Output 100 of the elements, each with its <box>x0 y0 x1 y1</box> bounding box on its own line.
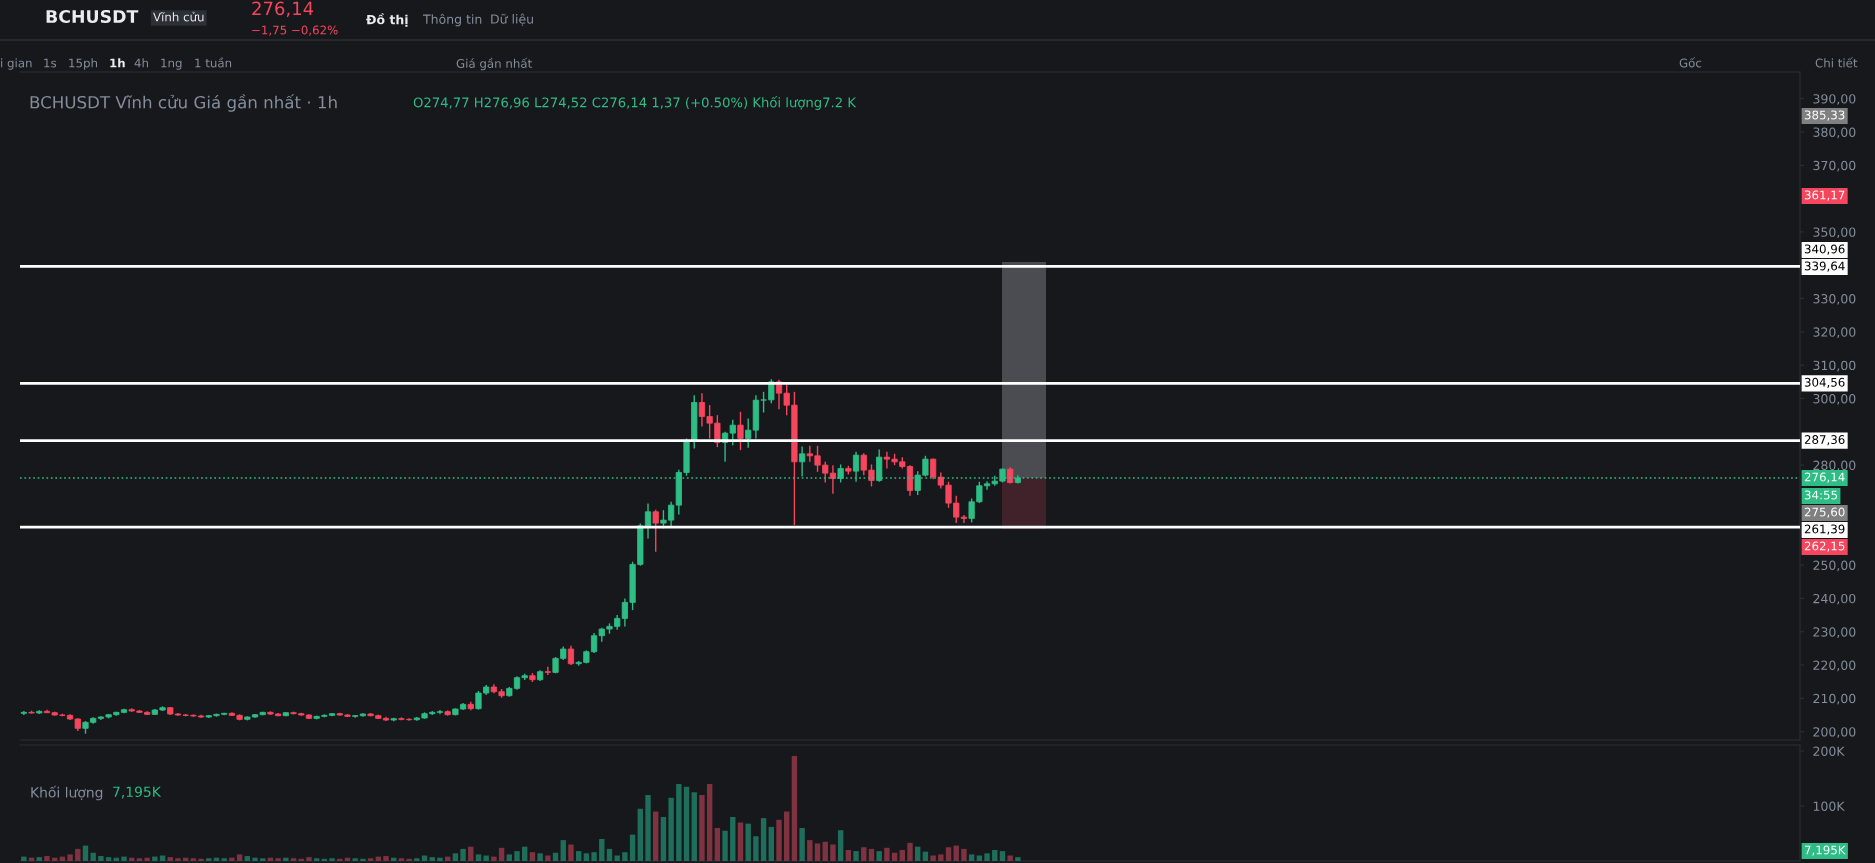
bar <box>283 857 289 861</box>
bar <box>737 822 744 861</box>
bar <box>961 848 967 861</box>
text: i gian <box>1 58 32 70</box>
ref-line-label: 339,64 <box>1804 261 1845 272</box>
text: Đồ thị <box>366 13 408 27</box>
bar <box>622 852 628 861</box>
bar <box>676 784 682 861</box>
bar <box>105 857 112 861</box>
bar <box>760 818 767 861</box>
bar <box>552 852 559 861</box>
y-tick-label: 230,00 <box>1813 627 1856 638</box>
bar <box>861 847 867 861</box>
bar <box>915 846 921 861</box>
bar <box>714 828 721 861</box>
bar <box>899 850 905 861</box>
bar <box>653 811 659 861</box>
bar <box>730 817 736 861</box>
bar <box>799 828 805 861</box>
bar <box>67 854 73 861</box>
bar <box>776 819 782 861</box>
ref-line-label: 304,56 <box>1804 377 1845 388</box>
text: 1ng <box>161 58 182 70</box>
bar <box>98 856 104 861</box>
y-tick-label: 350,00 <box>1813 227 1856 239</box>
text: BCHUSDT <box>46 9 139 24</box>
bar <box>922 851 929 861</box>
bar <box>853 851 859 861</box>
text: 7,195K <box>113 786 162 799</box>
bar <box>82 845 89 861</box>
bar <box>136 858 143 861</box>
ref-line-label: 287,36 <box>1804 435 1845 446</box>
bar <box>599 839 605 861</box>
text: −1,75 −0,62% <box>252 25 338 36</box>
y-tick-label: 330,00 <box>1813 294 1856 305</box>
bar <box>745 823 751 861</box>
bar <box>21 856 27 861</box>
text: 1 tuần <box>195 57 232 68</box>
bar <box>498 847 505 861</box>
bar <box>938 854 944 861</box>
bar <box>198 858 204 861</box>
bar <box>529 852 536 861</box>
bar <box>506 854 512 861</box>
candlestick <box>567 645 575 666</box>
bar <box>429 857 435 861</box>
bar <box>475 854 482 861</box>
text: Dữ liệu <box>491 13 533 26</box>
bar <box>36 857 42 861</box>
text: 361,17 <box>1804 190 1845 201</box>
bar <box>175 858 181 861</box>
bar <box>313 858 320 861</box>
bar <box>236 854 243 861</box>
bar <box>560 840 566 861</box>
text: 275,60 <box>1804 507 1845 518</box>
bar <box>575 851 582 861</box>
text: Khối lượng <box>31 785 103 801</box>
text: Vĩnh cửu <box>153 11 204 22</box>
ref-line-label: 261,39 <box>1804 524 1845 535</box>
text: 385,33 <box>1804 110 1845 121</box>
bar <box>383 856 389 861</box>
text: Giá gần nhất <box>456 57 532 71</box>
text: Thông tin <box>422 13 482 27</box>
y-tick-label: 310,00 <box>1813 360 1856 372</box>
text: BCHUSDT Vĩnh cửu Giá gần nhất · 1h <box>30 94 337 112</box>
bar <box>583 853 590 861</box>
bar <box>930 855 936 861</box>
bar <box>252 857 258 861</box>
bar <box>306 857 312 861</box>
bar <box>845 850 852 861</box>
bar <box>167 857 173 861</box>
bar <box>784 811 790 861</box>
bar <box>699 795 705 861</box>
bar <box>206 858 212 861</box>
text: 262,15 <box>1804 541 1845 552</box>
bar <box>884 847 890 861</box>
bar <box>629 834 636 861</box>
text: 15ph <box>69 58 97 70</box>
bar <box>221 858 227 861</box>
y-tick-label: 210,00 <box>1813 693 1856 705</box>
bar <box>398 858 405 861</box>
bar <box>75 848 81 861</box>
bar <box>837 830 844 861</box>
bar <box>945 847 952 861</box>
text: 4h <box>134 58 148 68</box>
bar <box>275 858 281 861</box>
bar <box>807 840 813 861</box>
y-tick-label: 300,00 <box>1813 393 1856 405</box>
bar <box>999 851 1006 861</box>
y-tick-label: 280,00 <box>1813 460 1856 472</box>
bar <box>891 852 898 861</box>
bar <box>260 858 266 861</box>
candlestick <box>544 666 551 676</box>
bar <box>591 852 597 861</box>
bar <box>637 808 643 861</box>
bar <box>90 852 96 861</box>
y-tick-label: 320,00 <box>1813 327 1856 339</box>
bar <box>668 797 674 861</box>
bar <box>953 845 959 861</box>
text: Chi tiết <box>1815 57 1858 68</box>
text: 340,96 <box>1804 244 1845 255</box>
